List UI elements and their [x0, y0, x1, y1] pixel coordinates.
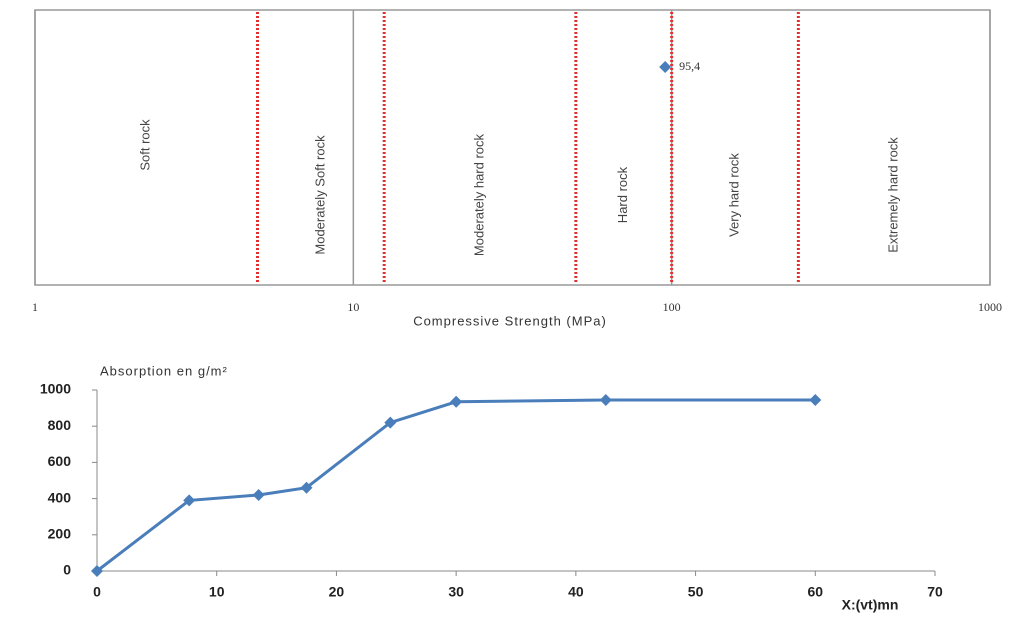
x-tick-label: 20 — [329, 584, 345, 600]
x-tick-label: 70 — [927, 584, 943, 600]
zone-label: Soft rock — [138, 119, 153, 171]
zone-label: Hard rock — [615, 166, 630, 223]
plot-frame — [34, 9, 991, 286]
x-tick-label: 10 — [209, 584, 225, 600]
x-tick-label: 1 — [32, 300, 38, 314]
x-tick-label: 50 — [688, 584, 704, 600]
y-axis-label: Absorption en g/m² — [100, 363, 228, 378]
y-tick-label: 800 — [48, 417, 72, 433]
data-label: 95,4 — [679, 59, 700, 73]
data-point — [659, 61, 672, 73]
data-line — [96, 398, 816, 573]
zone-label: Extremely hard rock — [886, 137, 901, 253]
zone-label: Moderately hard rock — [471, 133, 486, 256]
zone-label: Moderately Soft rock — [312, 135, 327, 255]
data-point — [91, 565, 103, 577]
data-point — [809, 393, 822, 406]
y-tick-label: 400 — [48, 489, 72, 505]
x-tick-label: 40 — [568, 584, 584, 600]
y-tick-label: 200 — [48, 526, 72, 542]
data-point — [300, 481, 313, 494]
data-point — [450, 395, 463, 408]
data-point — [252, 488, 265, 501]
x-tick-label: 60 — [807, 584, 823, 600]
x-axis-label: Compressive Strength (MPa) — [413, 313, 607, 328]
x-axis-label: X:(vt)mn — [842, 597, 899, 613]
data-point — [599, 393, 612, 406]
x-tick-label: 30 — [448, 584, 464, 600]
x-tick-label: 1000 — [978, 300, 1002, 314]
y-tick-label: 600 — [48, 453, 72, 469]
data-point — [384, 416, 397, 429]
x-tick-label: 0 — [93, 584, 101, 600]
x-tick-label: 10 — [347, 300, 359, 314]
data-point — [183, 494, 196, 507]
y-tick-label: 0 — [63, 562, 71, 578]
x-tick-label: 100 — [663, 300, 681, 314]
zone-label: Very hard rock — [726, 153, 741, 237]
y-tick-label: 1000 — [40, 381, 71, 397]
